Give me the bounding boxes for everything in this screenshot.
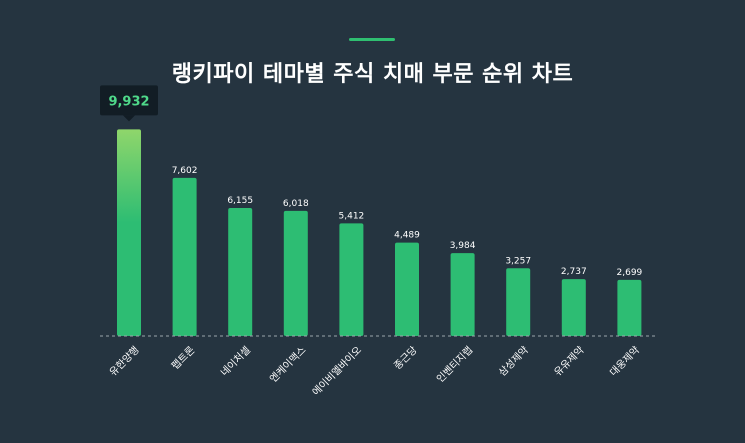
title-accent-line <box>349 38 395 41</box>
value-label-1: 9,932 <box>108 94 149 109</box>
category-label-3: 네이처셀 <box>218 344 253 379</box>
value-tooltip <box>100 85 158 116</box>
value-label-9: 2,737 <box>561 267 587 277</box>
value-label-3: 6,155 <box>227 196 253 206</box>
category-label-4: 엔케이맥스 <box>267 344 308 385</box>
bar-3 <box>228 207 253 336</box>
category-label-10: 대웅제약 <box>608 344 643 379</box>
bar-4 <box>283 210 308 336</box>
value-label-6: 4,489 <box>394 231 420 241</box>
category-label-7: 인벤티지랩 <box>434 344 475 385</box>
bar-1 <box>117 129 141 336</box>
category-label-8: 삼성제약 <box>496 344 531 379</box>
value-label-7: 3,984 <box>450 241 476 251</box>
category-label-9: 유유제약 <box>552 344 587 379</box>
bar-6 <box>395 242 419 336</box>
value-label-10: 2,699 <box>617 268 643 278</box>
tooltip-arrow <box>123 115 135 122</box>
value-label-8: 3,257 <box>505 256 531 266</box>
bar-10 <box>617 279 642 336</box>
bar-2 <box>172 177 197 336</box>
category-label-1: 유한양행 <box>107 344 142 379</box>
category-label-6: 종근당 <box>392 344 420 372</box>
value-label-4: 6,018 <box>283 199 309 209</box>
chart-title: 랭키파이 테마별 주식 치매 부문 순위 차트 <box>171 62 574 87</box>
bar-9 <box>561 279 586 336</box>
category-label-5: 에이비엘바이오 <box>309 343 364 398</box>
category-label-2: 펩트론 <box>169 344 197 372</box>
bar-5 <box>339 223 364 336</box>
bars-layer <box>117 129 642 336</box>
value-label-5: 5,412 <box>339 211 365 221</box>
bar-8 <box>506 268 531 336</box>
value-label-2: 7,602 <box>172 166 198 176</box>
bar-7 <box>450 253 475 336</box>
